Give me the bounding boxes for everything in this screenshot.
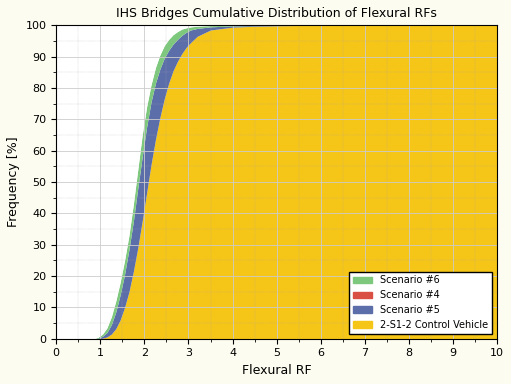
Legend: Scenario #6, Scenario #4, Scenario #5, 2-S1-2 Control Vehicle: Scenario #6, Scenario #4, Scenario #5, 2…	[349, 271, 492, 334]
Y-axis label: Frequency [%]: Frequency [%]	[7, 137, 20, 227]
Title: IHS Bridges Cumulative Distribution of Flexural RFs: IHS Bridges Cumulative Distribution of F…	[116, 7, 437, 20]
X-axis label: Flexural RF: Flexural RF	[242, 364, 311, 377]
